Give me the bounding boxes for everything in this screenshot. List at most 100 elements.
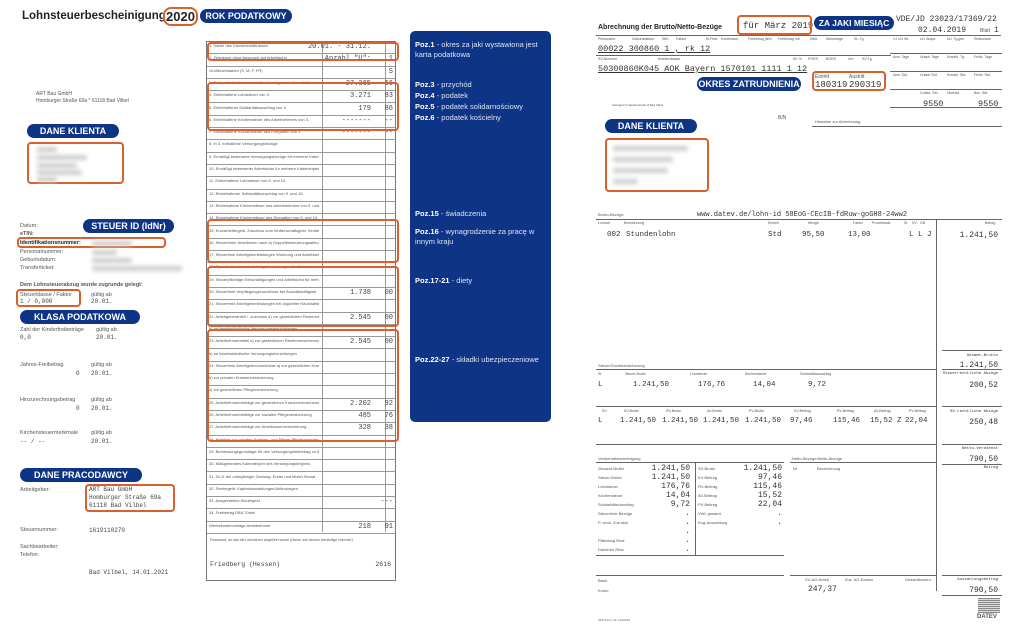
verdienst-label: P. versl. Zuk.stck. [598,520,630,525]
gueltig-ab-label: gültig ab [91,292,112,298]
form-row: 31. Zu 8. bei unterjähriger Zahlung: Ers… [207,473,395,485]
verdienst-value: . [685,527,690,536]
form-row: b) an berufsständische Versorgungseinric… [207,350,395,362]
sv-abzuege-value: 250,48 [969,418,998,427]
kirchen-value: -- / -- [20,438,46,445]
konto-label: Konto [598,588,609,593]
verdienst-value: . [777,509,782,518]
transferticket-label: Transferticket: [20,265,55,271]
insurance-values: 50300860K045 AOK Bayern 1570101 1111 1 1… [598,64,808,74]
gueltig-ab-label: gültig ab [91,362,112,368]
austritt-value: 290319 [849,80,882,90]
form-row: 29. Bemessungsgrundlage für den Versorgu… [207,448,395,461]
form-row: 10. Ermäßigt besteuerter Arbeitslohn für… [207,165,395,178]
column-label: Ki.Frbtr. [706,37,719,41]
brutto-column-label: St [904,221,908,225]
form-row-label: 19. Steuerpflichtige Entschädigungen und… [209,276,319,282]
finanzamt-name: Friedberg (Hessen) [210,561,281,568]
client-data-badge: DANE KLIENTA [605,119,697,133]
poz3-6-highlight [207,82,399,131]
form-row-label: 9. Ermäßigt besteuerte Versorgungsbezüge… [209,153,319,159]
verdienst-label: Darlehen Rest [598,547,624,552]
arbeitgeber-line: 61118 Bad Vilbel [89,502,147,509]
poz17-21-highlight [207,266,399,327]
gesamt-brutto-value: 1.241,50 [959,361,998,370]
hinzu-label: Hinzurechnungsbetrag [20,397,76,403]
blatt-label: Blatt [980,28,991,34]
panel-item: Poz.17-21 - diety [415,276,472,286]
steuer-column-label: Steuer-Brutto [625,372,646,376]
form-row-label: 7. Einbehaltene Kirchensteuer des Ehegat… [209,129,302,135]
grid-line [890,107,1002,108]
form-row: 12. Einbehaltener Solidaritätszuschlag v… [207,190,395,202]
column-label: StKl [662,37,669,41]
form-row: Großbuchstaben (S, M, F, FR) S [207,67,395,79]
sv-value: 115,46 [833,417,861,425]
telefon-label: Telefon: [20,552,40,558]
divider [596,406,936,407]
form-row-label: 16. Steuerfreier Arbeitslohn nach a) Dop… [209,239,319,245]
form-row-value: 179 [358,104,371,113]
panel-item-key: Poz.3 [415,80,435,89]
form-row-label: 8. In 3. enthaltene Versorgungsbezüge [209,141,278,147]
form-row-label: 26. Arbeitnehmerbeiträge zur sozialen Pf… [209,412,312,417]
gueltig-ab-label: gültig ab [96,327,117,333]
form-row-label: b) an berufsständische Versorgungseinric… [209,350,298,356]
sv-column-label: RV-Brutto [666,409,682,413]
column-label: Steuertage [826,37,844,41]
form-row-cents: 76 [384,412,393,421]
form-row: 32. Sterbegeld; Kapitalauszahlungen/Abfi… [207,485,395,498]
sv-value: 15,52 Z [870,417,902,425]
form-row-cents: 00 [384,338,393,347]
grid-label: Krankh. Std. [947,73,967,77]
gesamtkosten-label: Gesamtkosten [905,577,931,582]
form-row: 8. In 3. enthaltene Versorgungsbezüge [207,140,395,153]
lohn-id: www.datev.de/lohn-id 58EoG-CEcIB-fdRuw-g… [697,211,908,219]
form-row-value: 2.202 [349,399,371,408]
employment-period-badge: OKRES ZATRUDNIENIA [697,77,801,91]
form-row-value: 2.545 [349,338,371,347]
eintritt-value: 180319 [815,80,848,90]
form-row-label: b) an berufsständische Versorgungseinric… [209,325,298,331]
steuer-value: 1.241,50 [633,381,670,389]
brutto-column-label: Lohnart [598,221,610,225]
form-row: b) zur privaten Krankenversicherung [207,374,395,387]
grid-line [890,53,1002,54]
form-row-label: 21. Steuerfreie Arbeitgeberleistungen be… [209,301,319,307]
form-row-cents: 00 [384,289,393,298]
form-row-value: 2.545 [349,313,371,322]
tax-id-badge: STEUER ID (IdNr) [83,219,174,233]
form-row-value: 1.738 [349,289,371,298]
sv-column-label: PV-Beitrag [909,409,926,413]
brutto-column-label: Betrag [985,221,996,225]
netto-heading: Netto-Bezüge/Netto-Abzüge [792,456,843,461]
arbeitgeber-label: Arbeitgeber: [20,487,50,493]
year-highlight [163,7,198,26]
faktor: 13,00 [848,231,871,239]
sv-ag-label: SV-AG-Anteil [805,577,829,582]
divider [942,575,1002,576]
employer-highlight [85,484,175,512]
panel-item-key: Poz.4 [415,91,435,100]
kinder-label: Zahl der Kinderfreibeträge [20,327,84,333]
hinweise-label: Hinweise zur Abrechnung [815,119,861,124]
jahres-value: 0 [76,370,80,377]
panel-item-text: - podatek solidarnościowy [436,102,523,111]
gueltig-date: 20.01. [91,298,113,305]
grid-label: Fehlz. Tage [974,55,993,59]
sv-value: 97,46 [790,417,813,425]
form-row: 27. Arbeitnehmerbeiträge zur Arbeitslose… [207,423,395,436]
panel-item-key: Poz.22-27 [415,355,450,364]
grid-line [890,89,1002,90]
column-label: DBA [810,37,818,41]
form-row-cents: 86 [384,104,393,113]
verdienst-label: PV-Beitrag [698,502,718,507]
steuer-value: 14,04 [753,381,776,389]
panel-item: Poz.1 - okres za jaki wystawiona jest ka… [415,40,545,60]
form-row: c) zur gesetzlichen Pflegeversicherung [207,386,395,399]
panel-item-key: Poz.15 [415,209,439,218]
jahres-label: Jahres-Freibetrag [20,362,64,368]
sv-column-label: SV [602,409,607,413]
form-row-value: 20.01. - 31.12. [307,43,371,52]
sv-column-label: PV-Brutto [749,409,764,413]
